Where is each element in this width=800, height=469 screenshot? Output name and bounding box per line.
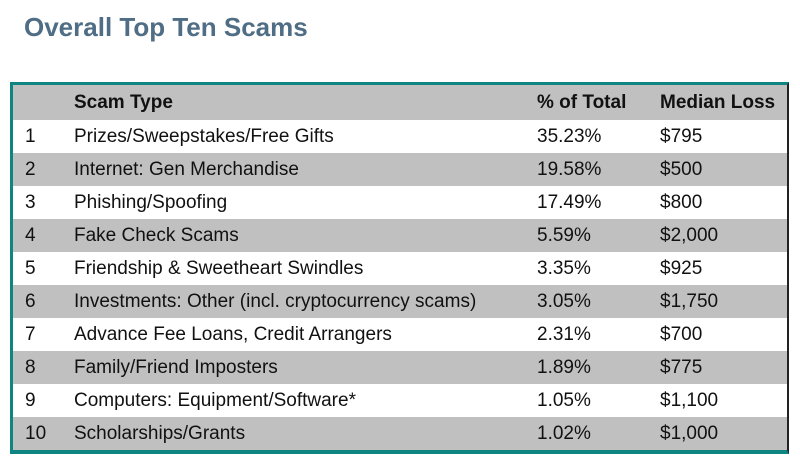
cell-median-loss: $1,100 [660, 389, 719, 411]
table-row: 5 Friendship & Sweetheart Swindles 3.35% $9… [13, 252, 787, 285]
table-row: 2 Internet: Gen Merchandise 19.58% $500 [13, 153, 787, 186]
cell-scam-type: Internet: Gen Merchandise [74, 158, 299, 180]
cell-scam-type: Phishing/Spoofing [74, 191, 228, 213]
cell-median-loss: $500 [660, 158, 703, 180]
table-row: 4 Fake Check Scams 5.59% $2,000 [13, 219, 787, 252]
cell-rank: 7 [25, 323, 36, 345]
table-row: 6 Investments: Other (incl. cryptocurrenc… [13, 285, 787, 318]
cell-rank: 1 [25, 125, 36, 147]
cell-median-loss: $795 [660, 125, 703, 147]
cell-rank: 6 [25, 290, 36, 312]
cell-rank: 5 [25, 257, 36, 279]
table-row: 9 Computers: Equipment/Software* 1.05% $1,1… [13, 384, 787, 417]
cell-median-loss: $700 [660, 323, 703, 345]
cell-scam-type: Family/Friend Imposters [74, 356, 278, 378]
table-row: 10 Scholarships/Grants 1.02% $1,000 [13, 417, 787, 450]
table-row: 8 Family/Friend Imposters 1.89% $775 [13, 351, 787, 384]
cell-rank: 2 [25, 158, 36, 180]
cell-median-loss: $800 [660, 191, 703, 213]
cell-percent-total: 1.89% [537, 356, 591, 378]
cell-percent-total: 2.31% [537, 323, 591, 345]
cell-scam-type: Friendship & Sweetheart Swindles [74, 257, 364, 279]
cell-scam-type: Scholarships/Grants [74, 422, 246, 444]
table-row: 3 Phishing/Spoofing 17.49% $800 [13, 186, 787, 219]
cell-rank: 4 [25, 224, 36, 246]
cell-rank: 10 [25, 422, 47, 444]
cell-median-loss: $1,750 [660, 290, 719, 312]
scams-table: Scam Type % of Total Median Loss 1 Prizes… [10, 82, 789, 454]
cell-scam-type: Prizes/Sweepstakes/Free Gifts [74, 125, 334, 147]
cell-rank: 8 [25, 356, 36, 378]
page-title: Overall Top Ten Scams [24, 12, 308, 42]
cell-scam-type: Investments: Other (incl. cryptocurrency… [74, 290, 477, 312]
header-scam-type: Scam Type [74, 91, 173, 113]
cell-scam-type: Fake Check Scams [74, 224, 239, 246]
table-header: Scam Type % of Total Median Loss [13, 85, 787, 120]
cell-median-loss: $1,000 [660, 422, 719, 444]
cell-median-loss: $775 [660, 356, 703, 378]
cell-percent-total: 5.59% [537, 224, 591, 246]
cell-rank: 3 [25, 191, 36, 213]
header-percent-total: % of Total [537, 91, 627, 113]
cell-median-loss: $2,000 [660, 224, 719, 246]
table-row: 1 Prizes/Sweepstakes/Free Gifts 35.23% $795 [13, 120, 787, 153]
cell-rank: 9 [25, 389, 36, 411]
cell-percent-total: 3.35% [537, 257, 591, 279]
cell-scam-type: Computers: Equipment/Software* [74, 389, 356, 411]
cell-percent-total: 1.02% [537, 422, 591, 444]
table-row: 7 Advance Fee Loans, Credit Arrangers 2.31… [13, 318, 787, 351]
cell-scam-type: Advance Fee Loans, Credit Arrangers [74, 323, 392, 345]
header-median-loss: Median Loss [660, 91, 776, 113]
cell-median-loss: $925 [660, 257, 703, 279]
cell-percent-total: 1.05% [537, 389, 591, 411]
cell-percent-total: 19.58% [537, 158, 602, 180]
cell-percent-total: 17.49% [537, 191, 602, 213]
cell-percent-total: 3.05% [537, 290, 591, 312]
cell-percent-total: 35.23% [537, 125, 602, 147]
